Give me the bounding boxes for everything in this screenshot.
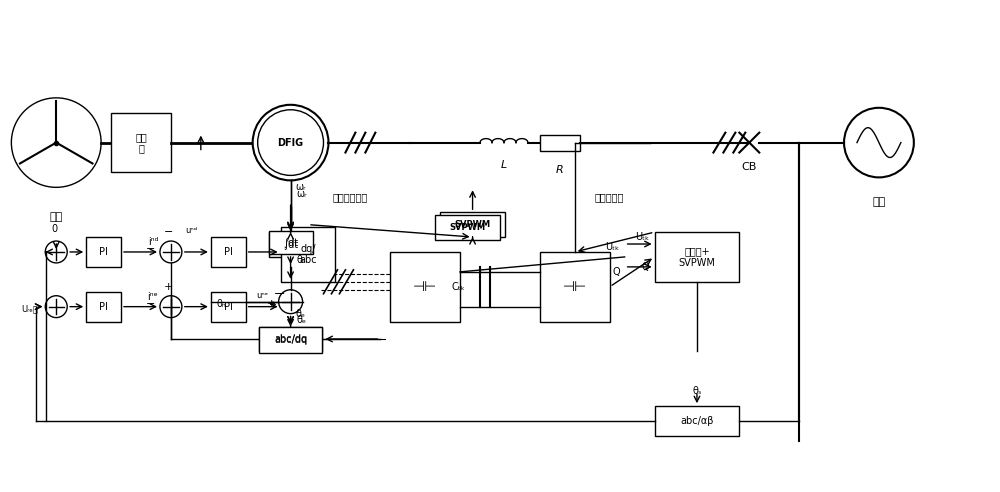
Bar xyxy=(111,113,171,172)
Circle shape xyxy=(279,290,303,313)
Text: Uᵣₑ⁦: Uᵣₑ⁦ xyxy=(21,304,38,313)
Text: 网侧变流器: 网侧变流器 xyxy=(595,192,624,202)
Text: −: − xyxy=(274,289,284,299)
Bar xyxy=(259,327,322,353)
Circle shape xyxy=(11,98,101,187)
Text: Q: Q xyxy=(612,267,620,277)
Text: PI: PI xyxy=(99,302,108,311)
Text: DFIG: DFIG xyxy=(278,138,304,148)
Text: 转子侧变流器: 转子侧变流器 xyxy=(333,192,368,202)
Text: PI: PI xyxy=(99,247,108,257)
Text: R: R xyxy=(556,165,564,176)
Bar xyxy=(435,215,500,240)
Text: iⁿᵈ: iⁿᵈ xyxy=(148,237,158,247)
Text: Cₜₖ: Cₜₖ xyxy=(451,282,465,292)
Bar xyxy=(390,252,460,322)
Text: θₙ: θₙ xyxy=(216,299,226,308)
Text: abc/dq: abc/dq xyxy=(274,335,307,345)
Bar xyxy=(259,327,322,351)
Bar xyxy=(655,406,739,436)
Text: ωᵣ: ωᵣ xyxy=(296,183,306,192)
Text: ⊣⊢: ⊣⊢ xyxy=(413,280,437,294)
Text: 风轮: 风轮 xyxy=(50,212,63,222)
Text: uⁿᵉ: uⁿᵉ xyxy=(257,291,269,300)
Bar xyxy=(655,232,739,282)
Circle shape xyxy=(258,110,323,176)
Text: abc/αβ: abc/αβ xyxy=(680,416,714,426)
Bar xyxy=(281,227,335,282)
Circle shape xyxy=(160,241,182,263)
Text: Q: Q xyxy=(642,262,650,272)
Bar xyxy=(211,292,246,322)
Text: dq/
abc: dq/ abc xyxy=(299,244,317,265)
Text: ⊣⊢: ⊣⊢ xyxy=(563,280,587,294)
Text: 齿轮
箱: 齿轮 箱 xyxy=(135,132,147,154)
Bar xyxy=(540,252,610,322)
Text: θₑ: θₑ xyxy=(297,314,307,325)
Bar xyxy=(211,237,246,267)
Text: uⁿᵈ: uⁿᵈ xyxy=(185,226,197,235)
Circle shape xyxy=(160,296,182,318)
Text: θᵣ: θᵣ xyxy=(296,265,304,275)
Text: 电网: 电网 xyxy=(872,197,886,207)
Circle shape xyxy=(45,241,67,263)
Text: ωᵣ: ωᵣ xyxy=(297,189,307,199)
Text: abc/dq: abc/dq xyxy=(274,334,307,344)
Bar xyxy=(269,231,313,254)
Bar xyxy=(440,212,505,237)
Text: θₙ: θₙ xyxy=(226,292,236,302)
Text: −: − xyxy=(146,244,155,254)
Text: PI: PI xyxy=(224,247,233,257)
Text: L: L xyxy=(501,160,507,171)
Text: 电流环+
SVPWM: 电流环+ SVPWM xyxy=(679,246,715,268)
Bar xyxy=(269,232,313,257)
Text: −: − xyxy=(276,289,286,299)
Text: θₑ: θₑ xyxy=(296,308,306,319)
Text: −: − xyxy=(164,227,174,237)
Text: −: − xyxy=(146,299,155,308)
Text: CB: CB xyxy=(742,162,757,173)
Text: +: + xyxy=(267,299,277,308)
Text: PI: PI xyxy=(224,302,233,311)
Text: SVPWM: SVPWM xyxy=(455,220,491,229)
Circle shape xyxy=(844,108,914,178)
Text: θᵣ: θᵣ xyxy=(297,255,305,265)
Text: ∫dt: ∫dt xyxy=(283,240,298,249)
Text: SVPWM: SVPWM xyxy=(450,223,486,232)
Text: Uₜₖ: Uₜₖ xyxy=(605,242,620,252)
Text: θₛ: θₛ xyxy=(692,386,702,396)
Bar xyxy=(86,237,121,267)
Text: 0: 0 xyxy=(51,224,57,234)
Circle shape xyxy=(45,296,67,318)
Text: +: + xyxy=(268,300,276,309)
Circle shape xyxy=(253,105,328,181)
Bar xyxy=(540,135,580,151)
Text: +: + xyxy=(164,282,174,292)
Bar xyxy=(86,292,121,322)
Text: iⁿᵉ: iⁿᵉ xyxy=(148,292,158,302)
Text: ∫dt: ∫dt xyxy=(283,238,298,247)
Text: Uₜₖ: Uₜₖ xyxy=(635,232,650,242)
